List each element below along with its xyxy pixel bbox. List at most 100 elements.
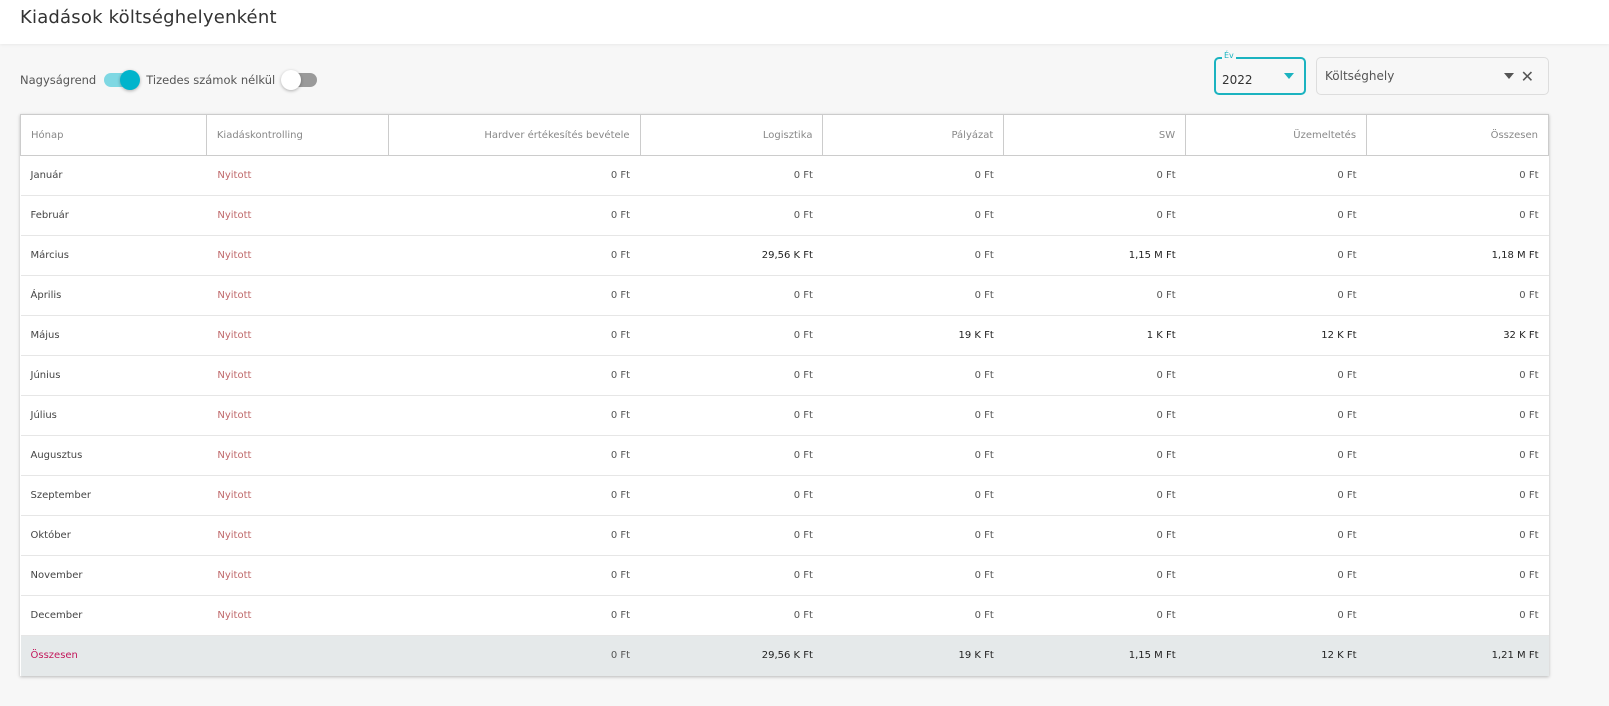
month-cell: Március	[20, 235, 207, 276]
amount-cell: 19 K Ft	[822, 635, 1004, 676]
amount-cell: 1,15 M Ft	[1003, 635, 1186, 676]
status-cell[interactable]: Nyitott	[206, 475, 389, 516]
status-cell[interactable]: Nyitott	[206, 195, 389, 236]
amount-cell: 1,21 M Ft	[1366, 635, 1549, 676]
amount-cell: 0 Ft	[388, 515, 641, 556]
column-header[interactable]: Hardver értékesítés bevétele	[387, 114, 641, 156]
caret-down-icon	[1284, 73, 1294, 79]
amount-cell: 0 Ft	[1366, 275, 1549, 316]
table-row: November Nyitott 0 Ft 0 Ft 0 Ft 0 Ft 0 Ft 0 Ft	[20, 555, 1549, 596]
amount-cell: 0 Ft	[1185, 595, 1367, 636]
amount-cell: 0 Ft	[822, 355, 1004, 396]
column-header[interactable]: Hónap	[20, 114, 207, 156]
amount-cell: 0 Ft	[640, 555, 823, 596]
status-cell[interactable]: Nyitott	[206, 595, 389, 636]
toggle-bar: Nagyságrend Tizedes számok nélkül	[20, 70, 325, 90]
month-cell: Összesen	[20, 635, 207, 676]
amount-cell: 0 Ft	[640, 275, 823, 316]
amount-cell: 0 Ft	[822, 435, 1004, 476]
status-cell[interactable]: Nyitott	[206, 235, 389, 276]
amount-cell: 0 Ft	[1366, 155, 1549, 196]
amount-cell: 0 Ft	[640, 475, 823, 516]
amount-cell: 0 Ft	[1003, 555, 1186, 596]
month-cell: Február	[20, 195, 207, 236]
amount-cell: 0 Ft	[1003, 435, 1186, 476]
table-row: Augusztus Nyitott 0 Ft 0 Ft 0 Ft 0 Ft 0 Ft 0 Ft	[20, 435, 1549, 476]
status-cell[interactable]: Nyitott	[206, 275, 389, 316]
amount-cell: 0 Ft	[640, 395, 823, 436]
year-select-value: 2022	[1222, 73, 1253, 87]
amount-cell: 0 Ft	[1003, 155, 1186, 196]
page-title: Kiadások költséghelyenként	[20, 7, 277, 28]
no-decimals-toggle-label: Tizedes számok nélkül	[146, 73, 276, 87]
amount-cell: 0 Ft	[1003, 515, 1186, 556]
table-row: December Nyitott 0 Ft 0 Ft 0 Ft 0 Ft 0 Ft 0 Ft	[20, 595, 1549, 636]
amount-cell: 32 K Ft	[1366, 315, 1549, 356]
status-cell[interactable]: Nyitott	[206, 395, 389, 436]
column-header[interactable]: Összesen	[1366, 114, 1549, 156]
amount-cell: 1,15 M Ft	[1003, 235, 1186, 276]
amount-cell: 0 Ft	[1185, 395, 1367, 436]
month-cell: Október	[20, 515, 207, 556]
amount-cell: 0 Ft	[640, 595, 823, 636]
table-row: Január Nyitott 0 Ft 0 Ft 0 Ft 0 Ft 0 Ft 0 Ft	[20, 155, 1549, 196]
month-cell: December	[20, 595, 207, 636]
toggle-knob	[281, 70, 302, 90]
amount-cell: 0 Ft	[822, 595, 1004, 636]
month-cell: Augusztus	[20, 435, 207, 476]
amount-cell: 0 Ft	[1185, 275, 1367, 316]
amount-cell: 0 Ft	[1003, 395, 1186, 436]
amount-cell: 0 Ft	[388, 475, 641, 516]
month-cell: November	[20, 555, 207, 596]
cost-center-select[interactable]: Költséghely ✕	[1316, 57, 1549, 95]
status-cell[interactable]: Nyitott	[206, 315, 389, 356]
amount-cell: 0 Ft	[822, 395, 1004, 436]
month-cell: Szeptember	[20, 475, 207, 516]
amount-cell: 0 Ft	[640, 435, 823, 476]
table-row: Február Nyitott 0 Ft 0 Ft 0 Ft 0 Ft 0 Ft 0 Ft	[20, 195, 1549, 236]
amount-cell: 1,18 M Ft	[1366, 235, 1549, 276]
status-cell[interactable]: Nyitott	[206, 435, 389, 476]
amount-cell: 29,56 K Ft	[640, 635, 823, 676]
amount-cell: 0 Ft	[388, 635, 641, 676]
status-cell[interactable]: Nyitott	[206, 555, 389, 596]
amount-cell: 0 Ft	[1366, 195, 1549, 236]
table-row: Április Nyitott 0 Ft 0 Ft 0 Ft 0 Ft 0 Ft 0 Ft	[20, 275, 1549, 316]
amount-cell: 0 Ft	[1366, 515, 1549, 556]
amount-cell: 0 Ft	[822, 515, 1004, 556]
amount-cell: 0 Ft	[1185, 355, 1367, 396]
status-cell	[206, 635, 389, 676]
amount-cell: 0 Ft	[1003, 595, 1186, 636]
magnitude-toggle-label: Nagyságrend	[20, 73, 97, 87]
amount-cell: 0 Ft	[1185, 435, 1367, 476]
amount-cell: 12 K Ft	[1185, 315, 1367, 356]
year-select[interactable]: Év 2022	[1214, 51, 1306, 95]
column-header[interactable]: Pályázat	[822, 114, 1005, 156]
no-decimals-toggle[interactable]	[281, 70, 318, 90]
page-header: Kiadások költséghelyenként	[0, 0, 1609, 44]
column-header[interactable]: Logisztika	[639, 114, 824, 156]
clear-icon[interactable]: ✕	[1520, 67, 1534, 86]
column-header[interactable]: Üzemeltetés	[1185, 114, 1368, 156]
amount-cell: 12 K Ft	[1185, 635, 1367, 676]
status-cell[interactable]: Nyitott	[206, 355, 389, 396]
amount-cell: 0 Ft	[1185, 515, 1367, 556]
amount-cell: 0 Ft	[388, 155, 641, 196]
caret-down-icon	[1504, 73, 1514, 79]
amount-cell: 0 Ft	[640, 315, 823, 356]
expenses-table: Hónap Kiadáskontrolling Hardver értékesíté…	[20, 114, 1549, 676]
status-cell[interactable]: Nyitott	[206, 155, 389, 196]
amount-cell: 0 Ft	[822, 475, 1004, 516]
amount-cell: 0 Ft	[640, 515, 823, 556]
month-cell: Április	[20, 275, 207, 316]
amount-cell: 0 Ft	[640, 155, 823, 196]
magnitude-toggle[interactable]	[104, 70, 141, 90]
amount-cell: 0 Ft	[388, 395, 641, 436]
table-row: Október Nyitott 0 Ft 0 Ft 0 Ft 0 Ft 0 Ft 0 Ft	[20, 515, 1549, 556]
amount-cell: 0 Ft	[640, 195, 823, 236]
table-row: Szeptember Nyitott 0 Ft 0 Ft 0 Ft 0 Ft 0 Ft 0 F…	[20, 475, 1549, 516]
column-header[interactable]: SW	[1003, 114, 1187, 156]
amount-cell: 0 Ft	[822, 555, 1004, 596]
column-header[interactable]: Kiadáskontrolling	[205, 114, 389, 156]
status-cell[interactable]: Nyitott	[206, 515, 389, 556]
